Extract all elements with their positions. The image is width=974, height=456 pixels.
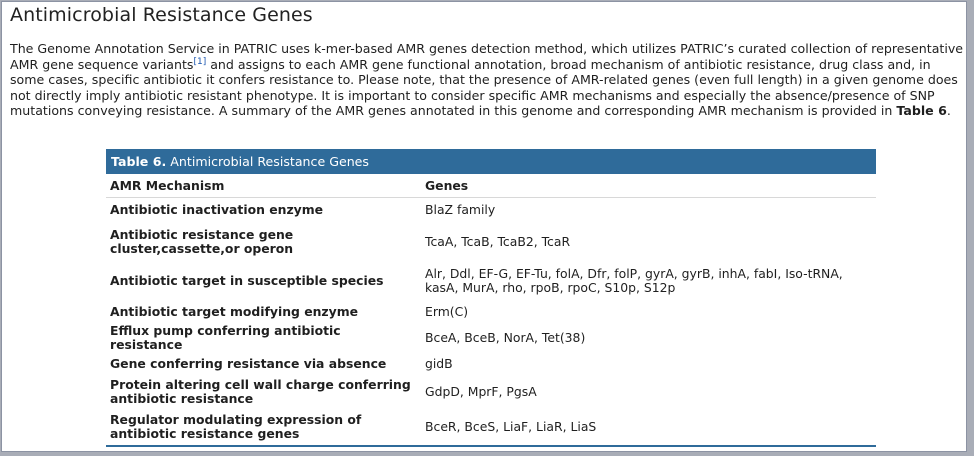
table-row: Antibiotic target modifying enzyme Erm(C… bbox=[106, 300, 876, 324]
table-row: Regulator modulating expression of antib… bbox=[106, 408, 876, 446]
column-header-mechanism: AMR Mechanism bbox=[106, 174, 421, 198]
mechanism-cell: Efflux pump conferring antibiotic resist… bbox=[110, 323, 341, 352]
mechanism-cell: Antibiotic target modifying enzyme bbox=[110, 304, 359, 319]
mechanism-cell: Gene conferring resistance via absence bbox=[110, 356, 387, 371]
intro-text-part1: The Genome Annotation Service in PATRIC … bbox=[10, 41, 964, 72]
genes-cell: gidB bbox=[425, 356, 453, 371]
table-row: Antibiotic target in susceptible species… bbox=[106, 262, 876, 300]
genes-cell: BceA, BceB, NorA, Tet(38) bbox=[425, 330, 586, 345]
table-caption-text: Antimicrobial Resistance Genes bbox=[166, 154, 369, 169]
genes-cell: Erm(C) bbox=[425, 304, 469, 319]
mechanism-cell: Antibiotic target in susceptible species bbox=[110, 273, 384, 288]
genes-cell: BlaZ family bbox=[425, 202, 496, 217]
intro-text-part2: and assigns to each AMR gene functional … bbox=[10, 56, 958, 119]
mechanism-cell: Protein altering cell wall charge confer… bbox=[110, 377, 411, 406]
table-row: Efflux pump conferring antibiotic resist… bbox=[106, 324, 876, 352]
table-row: Gene conferring resistance via absence g… bbox=[106, 352, 876, 376]
genes-cell: GdpD, MprF, PgsA bbox=[425, 384, 537, 399]
amr-genes-table: AMR Mechanism Genes Antibiotic inactivat… bbox=[106, 174, 876, 447]
genes-cell: TcaA, TcaB, TcaB2, TcaR bbox=[425, 234, 571, 249]
amr-table-container: Table 6. Antimicrobial Resistance Genes … bbox=[106, 149, 876, 447]
table-caption: Table 6. Antimicrobial Resistance Genes bbox=[106, 149, 876, 174]
citation-link[interactable]: [1] bbox=[193, 56, 207, 67]
mechanism-cell: Antibiotic resistance gene cluster,casse… bbox=[110, 227, 294, 256]
column-header-genes: Genes bbox=[421, 174, 876, 198]
intro-text-end: . bbox=[946, 103, 951, 118]
genes-cell: Alr, Ddl, EF-G, EF-Tu, folA, Dfr, folP, … bbox=[425, 266, 843, 295]
table-caption-label: Table 6. bbox=[111, 154, 167, 169]
genes-cell: BceR, BceS, LiaF, LiaR, LiaS bbox=[425, 418, 597, 434]
table-header-row: AMR Mechanism Genes bbox=[106, 174, 876, 198]
mechanism-cell: Antibiotic inactivation enzyme bbox=[110, 202, 324, 217]
intro-paragraph: The Genome Annotation Service in PATRIC … bbox=[10, 41, 966, 119]
table-row: Protein altering cell wall charge confer… bbox=[106, 376, 876, 408]
table-reference: Table 6 bbox=[896, 103, 947, 118]
table-row: Antibiotic inactivation enzyme BlaZ fami… bbox=[106, 198, 876, 223]
section-title: Antimicrobial Resistance Genes bbox=[10, 4, 313, 26]
mechanism-cell: Regulator modulating expression of antib… bbox=[110, 411, 362, 441]
table-row: Antibiotic resistance gene cluster,casse… bbox=[106, 222, 876, 262]
